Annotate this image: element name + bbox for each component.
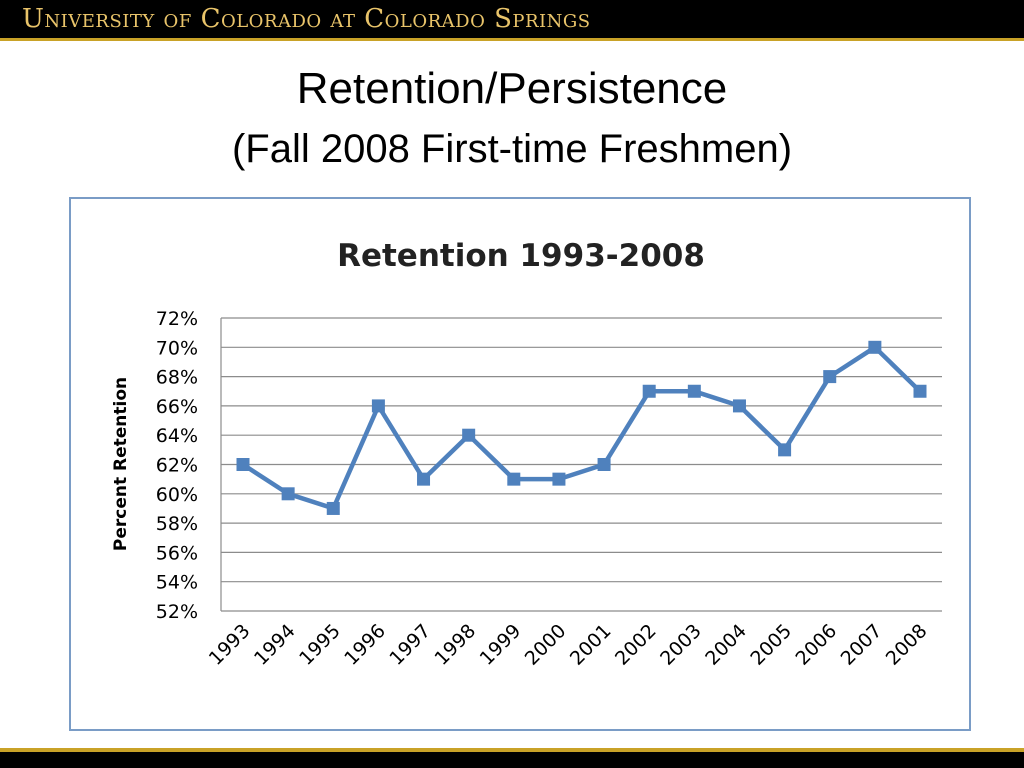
y-tick-label: 52% bbox=[156, 601, 198, 623]
x-tick-label: 2005 bbox=[746, 620, 796, 670]
x-tick-label: 2006 bbox=[792, 620, 842, 670]
data-point-marker bbox=[732, 399, 746, 413]
series-line-group bbox=[241, 345, 922, 511]
data-point-marker bbox=[552, 472, 566, 486]
x-tick-label: 1993 bbox=[205, 620, 255, 670]
data-point-marker bbox=[642, 384, 656, 398]
y-axis-label: Percent Retention bbox=[111, 377, 131, 551]
data-point-marker bbox=[236, 458, 250, 471]
y-tick-label: 58% bbox=[156, 513, 198, 535]
series-markers bbox=[236, 340, 927, 515]
x-tick-label: 1998 bbox=[430, 620, 480, 670]
x-tick-label: 1995 bbox=[295, 620, 345, 670]
data-point-marker bbox=[417, 472, 431, 486]
x-tick-label: 2003 bbox=[656, 620, 706, 670]
footer-gold-rule bbox=[0, 748, 1024, 752]
y-tick-label: 68% bbox=[156, 367, 198, 389]
data-point-marker bbox=[687, 384, 701, 398]
data-point-marker bbox=[778, 443, 792, 457]
data-point-marker bbox=[597, 458, 611, 471]
data-point-marker bbox=[868, 340, 882, 354]
y-tick-label: 54% bbox=[156, 572, 198, 594]
y-tick-label: 72% bbox=[156, 308, 198, 330]
y-tick-label: 64% bbox=[156, 425, 198, 447]
slide-subtitle: (Fall 2008 First-time Freshmen) bbox=[231, 127, 793, 171]
data-point-marker bbox=[913, 384, 927, 398]
x-tick-label: 2004 bbox=[701, 620, 751, 670]
chart-title: Retention 1993-2008 bbox=[337, 238, 705, 274]
data-point-marker bbox=[281, 487, 295, 501]
y-tick-label: 60% bbox=[156, 484, 198, 506]
university-banner: University of Colorado at Colorado Sprin… bbox=[0, 0, 1024, 38]
y-tick-label: 70% bbox=[156, 337, 198, 359]
gridlines bbox=[220, 317, 942, 612]
data-point-marker bbox=[823, 370, 837, 384]
x-tick-label: 1996 bbox=[340, 620, 390, 670]
x-tick-label: 2001 bbox=[566, 620, 616, 670]
x-tick-label: 2002 bbox=[611, 620, 661, 670]
y-tick-label: 66% bbox=[156, 396, 198, 418]
data-point-marker bbox=[371, 399, 385, 413]
banner-gold-rule bbox=[0, 38, 1024, 41]
x-tick-label: 2000 bbox=[521, 620, 571, 670]
data-point-marker bbox=[462, 428, 476, 442]
y-tick-labels: 72% 70% 68% 66% 64% 62% 60% 58% 56% 54% 52% bbox=[156, 308, 198, 623]
x-tick-label: 2008 bbox=[882, 620, 932, 670]
y-tick-label: 56% bbox=[156, 542, 198, 564]
footer-banner bbox=[0, 752, 1024, 768]
x-tick-label: 1997 bbox=[385, 620, 435, 670]
x-tick-labels: 1993199419951996199719981999200020012002… bbox=[205, 620, 932, 670]
x-tick-label: 1999 bbox=[476, 620, 526, 670]
x-tick-label: 2007 bbox=[837, 620, 887, 670]
x-tick-label: 1994 bbox=[250, 620, 300, 670]
university-name: University of Colorado at Colorado Sprin… bbox=[22, 4, 591, 34]
data-point-marker bbox=[507, 472, 521, 486]
series-line bbox=[241, 345, 922, 511]
y-tick-label: 62% bbox=[156, 455, 198, 477]
data-point-marker bbox=[326, 501, 340, 515]
slide-title: Retention/Persistence bbox=[296, 64, 728, 113]
